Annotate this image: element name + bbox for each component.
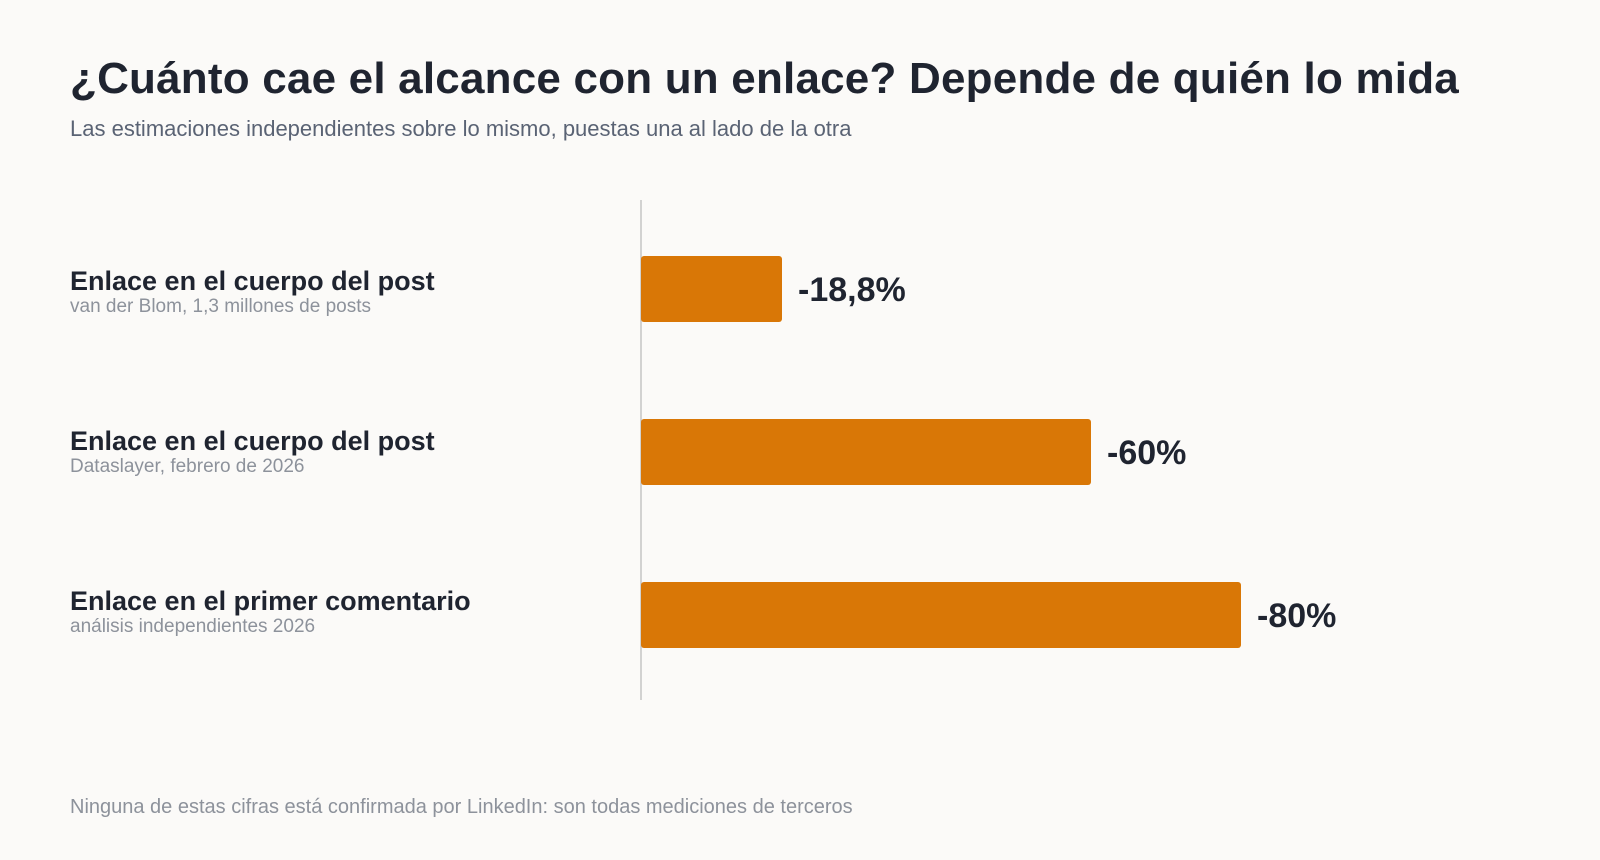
chart-subtitle: Las estimaciones independientes sobre lo…	[70, 116, 852, 141]
category-source: análisis independientes 2026	[70, 616, 316, 637]
category-source: Dataslayer, febrero de 2026	[70, 456, 305, 477]
category-name: Enlace en el primer comentario	[70, 586, 471, 616]
category-label-3: Enlace en el primer comentario análisis …	[70, 586, 471, 638]
bar-3	[641, 582, 1241, 648]
bar-1	[641, 256, 782, 322]
bar-value-label-2: -60%	[1107, 434, 1186, 472]
category-name: Enlace en el cuerpo del post	[70, 426, 435, 456]
chart-footnote: Ninguna de estas cifras está confirmada …	[70, 796, 853, 818]
bar-value-label-1: -18,8%	[798, 271, 906, 309]
category-source: van der Blom, 1,3 millones de posts	[70, 296, 371, 317]
category-label-1: Enlace en el cuerpo del post van der Blo…	[70, 266, 435, 318]
bar-value-label-3: -80%	[1257, 597, 1336, 635]
bar-2	[641, 419, 1091, 485]
category-name: Enlace en el cuerpo del post	[70, 266, 435, 296]
chart-title: ¿Cuánto cae el alcance con un enlace? De…	[70, 54, 1459, 103]
bar-series: -18,8% -60% -80%	[641, 256, 1336, 648]
category-label-2: Enlace en el cuerpo del post Dataslayer,…	[70, 426, 435, 478]
